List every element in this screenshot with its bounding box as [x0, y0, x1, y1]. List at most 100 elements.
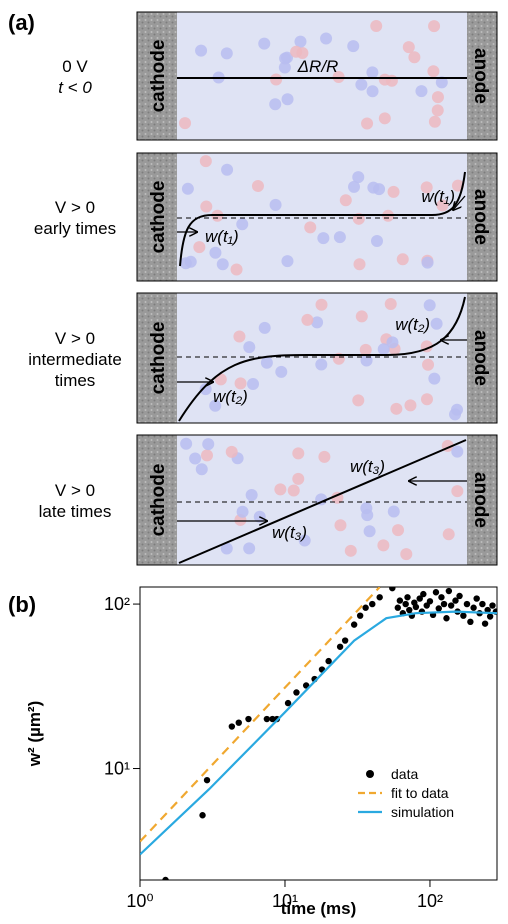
ion — [404, 399, 417, 412]
annotation: w(t₁) — [205, 227, 239, 246]
ion — [292, 447, 305, 460]
ion — [315, 298, 328, 311]
ion — [287, 484, 300, 497]
ion — [415, 85, 428, 98]
legend-label: fit to data — [391, 785, 449, 801]
ion — [298, 534, 311, 547]
row-label: t < 0 — [58, 78, 92, 97]
x-tick-label: 10⁰ — [126, 891, 153, 911]
ion — [396, 253, 409, 266]
row-label: V > 0 — [55, 198, 95, 217]
electrolyte — [177, 12, 467, 140]
anode — [467, 435, 497, 565]
data-point — [412, 603, 420, 611]
data-point — [376, 594, 383, 601]
ion — [317, 232, 330, 245]
ion — [377, 343, 390, 356]
ion — [344, 544, 357, 557]
ion — [347, 40, 360, 53]
x-axis-label: time (ms) — [281, 899, 357, 918]
ion — [332, 70, 345, 83]
data-point — [235, 719, 242, 726]
data-point — [470, 604, 477, 611]
ion — [236, 218, 249, 231]
ion — [363, 525, 376, 538]
annotation: w(t₃) — [350, 457, 385, 476]
ion — [184, 255, 197, 268]
data-point — [325, 657, 332, 665]
ion — [361, 117, 374, 130]
annotation: w(t₁) — [421, 187, 455, 206]
box-frame — [136, 152, 498, 282]
ion — [236, 505, 249, 518]
data-point — [293, 689, 300, 696]
ion — [359, 343, 372, 356]
ion — [436, 199, 449, 212]
data-point — [269, 715, 276, 723]
ion — [270, 73, 283, 86]
plot-area — [140, 587, 497, 880]
y-axis-label: w² (µm²) — [25, 701, 44, 768]
data-point — [302, 682, 310, 689]
legend-label: simulation — [391, 804, 454, 820]
ion — [366, 85, 379, 98]
anode — [467, 293, 497, 423]
cathode-label: cathode — [148, 464, 169, 537]
ion — [428, 372, 441, 385]
ion — [301, 313, 314, 326]
electrolyte — [177, 293, 467, 423]
ion — [320, 32, 333, 45]
ion — [402, 41, 415, 54]
data-point — [473, 595, 480, 602]
ion — [451, 485, 464, 498]
series-line — [140, 610, 497, 856]
data-point — [336, 643, 344, 650]
data-point — [426, 598, 434, 605]
ion — [233, 330, 246, 343]
row-label: times — [55, 371, 96, 390]
ion — [180, 437, 193, 450]
ion — [278, 61, 291, 74]
ion — [195, 463, 208, 476]
data-point — [489, 602, 496, 609]
row-label: V > 0 — [55, 481, 95, 500]
ion — [220, 542, 233, 555]
data-point — [443, 615, 450, 622]
ion — [423, 299, 436, 312]
ion — [442, 528, 455, 541]
ion — [216, 258, 229, 271]
data-point — [199, 812, 206, 819]
ion — [247, 377, 260, 390]
ion — [449, 408, 462, 421]
data-point — [447, 602, 455, 609]
anode — [467, 12, 497, 140]
cathode-label: cathode — [148, 322, 169, 395]
ion — [258, 321, 271, 334]
panel-label: (b) — [8, 592, 36, 617]
y-tick-label: 10² — [104, 594, 130, 614]
x-tick-label: 10² — [417, 891, 443, 911]
ion — [355, 78, 368, 91]
ion — [179, 117, 192, 130]
ion — [245, 489, 258, 502]
cathode — [137, 12, 177, 140]
ion — [189, 452, 202, 465]
ion — [209, 399, 222, 412]
row-label: V > 0 — [55, 329, 95, 348]
ion — [370, 20, 383, 33]
data-point — [420, 590, 427, 598]
data-point — [228, 723, 236, 730]
data-point — [389, 587, 396, 592]
data-point — [356, 612, 364, 619]
ion — [311, 316, 324, 329]
ion — [353, 258, 366, 271]
ion — [431, 91, 444, 104]
ion — [315, 358, 328, 371]
cathode-label: cathode — [148, 40, 169, 113]
data-point — [486, 613, 494, 620]
ion — [367, 181, 380, 194]
ion — [421, 256, 434, 269]
data-point — [440, 600, 448, 608]
